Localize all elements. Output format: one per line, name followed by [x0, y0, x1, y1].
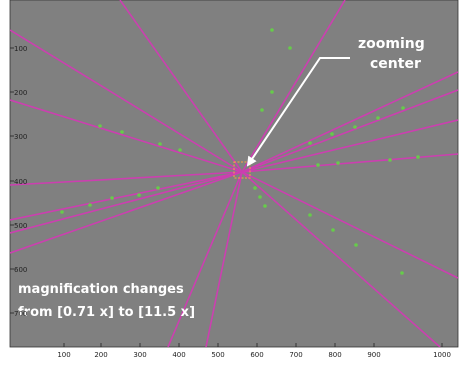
tracked-point: [263, 204, 267, 208]
x-axis-ticks: [63, 343, 443, 347]
tracked-points: [60, 28, 420, 275]
y-axis-labels: 100 200 300 400 500 600 700: [14, 45, 27, 318]
y-axis-ticks: [10, 47, 14, 314]
ray-line: [119, 0, 243, 173]
tracked-point: [137, 193, 141, 197]
x-tick-label: 300: [133, 351, 146, 359]
x-tick-label: 600: [250, 351, 263, 359]
x-axis-labels: 100 200 300 400 500 600 700 800 900 1000: [57, 351, 451, 359]
ray-line: [10, 171, 243, 221]
tracked-point: [354, 243, 358, 247]
tracked-point: [88, 203, 92, 207]
tracked-point: [416, 155, 420, 159]
ray-line: [10, 171, 243, 254]
tracked-point: [270, 90, 274, 94]
magnification-line-1: magnification changes: [18, 282, 184, 297]
ray-line: [241, 171, 441, 347]
ray-line: [241, 89, 458, 173]
tracked-point: [60, 210, 64, 214]
tracked-point: [308, 141, 312, 145]
x-tick-label: 100: [57, 351, 70, 359]
x-tick-label: 400: [172, 351, 185, 359]
tracked-point: [156, 186, 160, 190]
tracked-point: [401, 106, 405, 110]
x-tick-label: 1000: [433, 351, 451, 359]
tracked-point: [388, 158, 392, 162]
tracked-point: [158, 142, 162, 146]
tracked-point: [308, 213, 312, 217]
tracked-point: [260, 108, 264, 112]
tracked-point: [336, 161, 340, 165]
ray-line: [10, 29, 243, 173]
ray-line: [10, 171, 243, 234]
tracked-point: [270, 28, 274, 32]
ray-line: [241, 153, 458, 173]
y-tick-label: 200: [14, 89, 27, 97]
magnification-line-2: from [0.71 x] to [11.5 x]: [18, 305, 195, 320]
zoom-center-title: zooming: [358, 36, 425, 52]
tracked-point: [316, 163, 320, 167]
tracked-point: [331, 228, 335, 232]
ray-line: [205, 171, 243, 347]
ray-line: [241, 0, 346, 173]
tracked-point: [253, 186, 257, 190]
y-tick-label: 400: [14, 178, 27, 186]
ray-line: [10, 99, 243, 173]
ray-line: [241, 119, 458, 173]
y-tick-label: 700: [14, 310, 27, 318]
x-tick-label: 900: [367, 351, 380, 359]
ray-line: [10, 171, 243, 186]
tracked-point: [288, 46, 292, 50]
y-tick-label: 300: [14, 133, 27, 141]
ray-line: [167, 171, 243, 347]
x-tick-label: 500: [211, 351, 224, 359]
tracked-point: [376, 116, 380, 120]
x-tick-label: 700: [289, 351, 302, 359]
tracked-point: [178, 148, 182, 152]
ray-line: [241, 71, 458, 173]
x-tick-label: 800: [328, 351, 341, 359]
x-tick-label: 200: [94, 351, 107, 359]
tracked-point: [98, 124, 102, 128]
zoom-center-arrow: [246, 57, 350, 167]
y-tick-label: 100: [14, 45, 27, 53]
tracked-point: [110, 196, 114, 200]
zoom-center-marker: [233, 161, 251, 179]
tracked-point: [330, 132, 334, 136]
tracked-point: [258, 195, 262, 199]
ray-lines: [10, 0, 458, 347]
tracked-point: [120, 130, 124, 134]
y-tick-label: 500: [14, 222, 27, 230]
tracked-point: [400, 271, 404, 275]
zoom-center-subtitle: center: [370, 56, 421, 72]
ray-line: [241, 171, 458, 279]
tracked-point: [353, 125, 357, 129]
y-tick-label: 600: [14, 266, 27, 274]
